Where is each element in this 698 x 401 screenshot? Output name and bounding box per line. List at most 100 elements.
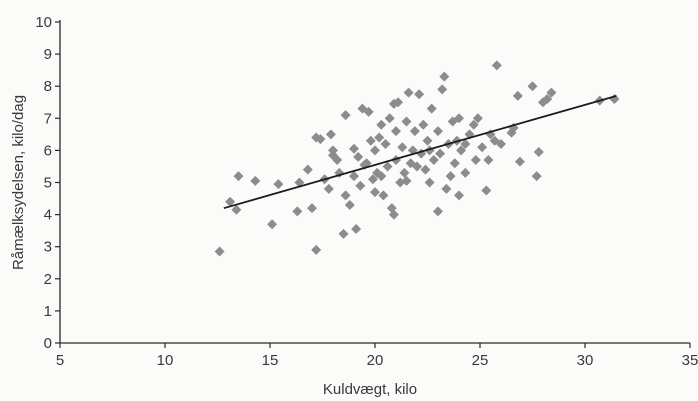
y-ticks-group: 0 1 2 3 4 5 6 7 8 9 10 [35,14,60,352]
x-tick-label: 10 [157,352,174,369]
data-point [302,164,313,175]
data-point [472,113,483,124]
data-point [376,171,387,182]
data-point [426,103,437,114]
data-point [397,142,408,153]
data-point [315,134,326,145]
data-point [527,81,538,92]
data-point [531,171,542,182]
data-point [370,187,380,198]
data-point [542,94,553,105]
data-point [496,138,506,149]
data-point [456,145,467,156]
data-point [370,145,380,156]
data-point [483,155,494,166]
data-point [409,126,420,137]
x-tick-label: 15 [262,352,279,369]
data-point [506,127,517,138]
data-point [250,175,261,186]
data-point [403,87,414,98]
data-point [514,156,525,167]
data-point [470,155,481,166]
data-point [449,158,460,169]
data-point [435,148,446,159]
y-tick-label: 10 [35,14,52,31]
data-point [273,179,284,190]
data-point [344,199,355,210]
data-point [445,171,456,182]
y-tick-label: 1 [44,303,52,320]
data-point [401,175,412,186]
data-point [349,171,359,182]
y-tick-label: 0 [44,335,52,352]
data-point [441,183,452,194]
data-point [307,203,317,214]
y-tick-label: 9 [44,46,52,63]
y-tick-label: 7 [44,110,52,127]
data-point [233,171,244,182]
data-point [424,177,435,188]
data-point [338,228,349,239]
data-point [380,138,391,149]
x-tick-label: 5 [56,352,64,369]
x-tick-label: 35 [682,352,698,369]
data-point [454,113,464,124]
y-tick-label: 2 [44,271,52,288]
data-point [376,119,387,130]
data-point [418,119,429,130]
data-point [422,135,433,146]
data-point [378,190,389,201]
y-axis-title: Råmælksydelsen, kilo/dag [10,95,27,270]
data-point [374,132,385,143]
data-point [214,246,225,257]
data-point [351,224,362,235]
data-point [399,167,410,178]
data-point [349,143,359,154]
data-point [363,106,374,117]
data-point [491,60,502,71]
y-tick-label: 4 [44,207,52,224]
data-point [388,209,399,220]
data-point [292,206,303,217]
data-point [454,190,464,201]
points-group [214,60,620,257]
data-point [340,190,351,201]
x-tick-label: 20 [367,352,384,369]
data-point [460,167,471,178]
data-point [365,135,376,146]
data-point [439,71,450,82]
data-point [323,183,334,194]
data-point [428,155,439,166]
data-point [468,119,479,130]
data-point [267,219,278,230]
data-point [391,126,401,137]
data-point [512,90,523,101]
data-point [231,204,242,215]
data-point [355,180,366,191]
trend-line [223,94,617,210]
data-point [340,110,351,121]
data-point [420,164,431,175]
data-point [546,87,557,98]
data-point [481,185,492,196]
data-point [460,138,471,149]
data-point [311,244,322,255]
y-tick-label: 3 [44,239,52,256]
data-point [325,129,336,140]
data-point [367,174,378,185]
data-point [533,147,544,158]
data-point [437,84,448,95]
data-point [433,206,443,217]
x-tick-label: 25 [472,352,489,369]
data-point [412,161,422,172]
x-axis-title: Kuldvægt, kilo [323,381,417,398]
data-point [384,113,395,124]
data-point [388,98,399,109]
y-tick-label: 6 [44,142,52,159]
data-point [353,151,364,162]
y-tick-label: 5 [44,175,52,192]
x-ticks-group: 5 10 15 20 25 30 35 [56,343,698,369]
data-point [225,196,236,207]
